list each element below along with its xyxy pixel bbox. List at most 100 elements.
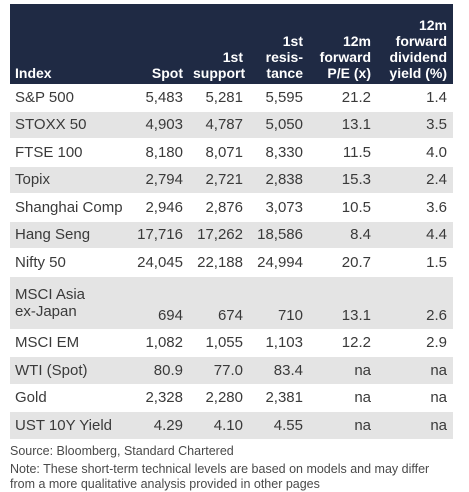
cell-support: 4.10: [189, 411, 249, 440]
cell-spot: 5,483: [130, 84, 189, 112]
cell-line: MSCI Asia: [15, 285, 86, 303]
cell-dividend: 2.4: [377, 166, 453, 194]
index-levels-table-block: Index Spot 1st support 1st resis-tance 12m…: [10, 4, 453, 492]
table-row: FTSE 100 8,180 8,071 8,330 11.5 4.0: [10, 138, 453, 167]
table-row: Gold 2,328 2,280 2,381 na na: [10, 384, 453, 412]
cell-support: 4,787: [189, 111, 249, 139]
table-body: S&P 500 5,483 5,281 5,595 21.2 1.4 STOXX 50 4,9…: [10, 84, 453, 440]
cell-index: Hang Seng: [10, 221, 130, 249]
cell-dividend: 3.6: [377, 193, 453, 222]
header-line: forward: [319, 49, 371, 65]
disclaimer-note: Note: These short-term technical levels …: [10, 461, 430, 491]
header-line: 1st: [282, 33, 303, 49]
table-row: MSCI EM 1,082 1,055 1,103 12.2 2.9: [10, 329, 453, 357]
cell-support: 8,071: [189, 138, 249, 167]
header-line: tance: [266, 65, 303, 81]
header-pe: 12m forward P/E (x): [309, 4, 377, 84]
source-note: Source: Bloomberg, Standard Chartered: [10, 443, 234, 458]
cell-index: FTSE 100: [10, 138, 130, 167]
header-support: 1st support: [189, 4, 249, 84]
cell-spot: 80.9: [130, 356, 189, 385]
cell-index: Gold: [10, 384, 130, 412]
cell-dividend: 1.4: [377, 84, 453, 112]
cell-dividend: 3.5: [377, 111, 453, 139]
cell-pe: 21.2: [309, 84, 377, 112]
table-row: WTI (Spot) 80.9 77.0 83.4 na na: [10, 356, 453, 385]
cell-spot: 24,045: [130, 248, 189, 277]
cell-pe: 8.4: [309, 221, 377, 249]
cell-resistance: 4.55: [249, 411, 309, 440]
table-row: STOXX 50 4,903 4,787 5,050 13.1 3.5: [10, 111, 453, 139]
header-line: yield (%): [389, 65, 447, 81]
header-line: Index: [15, 65, 52, 81]
cell-line: ex-Japan: [15, 302, 77, 320]
cell-resistance: 1,103: [249, 329, 309, 357]
cell-spot: 4,903: [130, 111, 189, 139]
cell-index: Topix: [10, 166, 130, 194]
cell-dividend: 4.0: [377, 138, 453, 167]
cell-spot: 1,082: [130, 329, 189, 357]
cell-index: UST 10Y Yield: [10, 411, 130, 440]
cell-resistance: 83.4: [249, 356, 309, 385]
cell-resistance: 24,994: [249, 248, 309, 277]
cell-pe: 11.5: [309, 138, 377, 167]
cell-dividend: 2.9: [377, 329, 453, 357]
header-line: resis-: [265, 49, 303, 65]
table-row: Nifty 50 24,045 22,188 24,994 20.7 1.5: [10, 248, 453, 277]
cell-pe: 13.1: [309, 111, 377, 139]
table-header-row: Index Spot 1st support 1st resis-tance 12m…: [10, 4, 453, 84]
table-row: MSCI Asia ex-Japan 694 674 710 13.1 2.6: [10, 276, 453, 330]
cell-pe: 12.2: [309, 329, 377, 357]
header-spot: Spot: [130, 4, 189, 84]
table-row: Shanghai Comp 2,946 2,876 3,073 10.5 3.6: [10, 193, 453, 222]
header-line: 1st: [222, 49, 243, 65]
cell-resistance: 18,586: [249, 221, 309, 249]
cell-pe: na: [309, 356, 377, 385]
cell-pe: 10.5: [309, 193, 377, 222]
cell-dividend: 4.4: [377, 221, 453, 249]
cell-pe: 13.1: [309, 276, 377, 330]
cell-resistance: 2,838: [249, 166, 309, 194]
cell-spot: 2,946: [130, 193, 189, 222]
cell-index: S&P 500: [10, 84, 130, 112]
cell-index: MSCI Asia ex-Japan: [10, 276, 130, 330]
cell-support: 77.0: [189, 356, 249, 385]
cell-index: Nifty 50: [10, 248, 130, 277]
header-line: support: [193, 65, 246, 81]
header-dividend-yield: 12m forward dividend yield (%): [377, 4, 453, 84]
header-line: 12m: [342, 33, 371, 49]
table-row: Hang Seng 17,716 17,262 18,586 8.4 4.4: [10, 221, 453, 249]
cell-resistance: 710: [249, 276, 309, 330]
cell-spot: 694: [130, 276, 189, 330]
cell-dividend: na: [377, 411, 453, 440]
cell-pe: 20.7: [309, 248, 377, 277]
header-line: 12m: [418, 17, 447, 33]
cell-resistance: 8,330: [249, 138, 309, 167]
header-index: Index: [10, 4, 130, 84]
cell-spot: 8,180: [130, 138, 189, 167]
cell-dividend: na: [377, 356, 453, 385]
cell-spot: 2,328: [130, 384, 189, 412]
cell-support: 2,280: [189, 384, 249, 412]
header-line: Spot: [151, 65, 183, 81]
cell-pe: na: [309, 384, 377, 412]
cell-support: 674: [189, 276, 249, 330]
table-row: UST 10Y Yield 4.29 4.10 4.55 na na: [10, 411, 453, 440]
cell-support: 2,876: [189, 193, 249, 222]
cell-spot: 4.29: [130, 411, 189, 440]
cell-index: WTI (Spot): [10, 356, 130, 385]
cell-pe: na: [309, 411, 377, 440]
cell-resistance: 5,050: [249, 111, 309, 139]
cell-dividend: 2.6: [377, 276, 453, 330]
header-line: forward: [395, 33, 447, 49]
cell-index: Shanghai Comp: [10, 193, 130, 222]
header-resistance: 1st resis-tance: [249, 4, 309, 84]
cell-resistance: 3,073: [249, 193, 309, 222]
cell-support: 17,262: [189, 221, 249, 249]
cell-index: STOXX 50: [10, 111, 130, 139]
cell-support: 2,721: [189, 166, 249, 194]
table-row: S&P 500 5,483 5,281 5,595 21.2 1.4: [10, 84, 453, 112]
cell-pe: 15.3: [309, 166, 377, 194]
table-row: Topix 2,794 2,721 2,838 15.3 2.4: [10, 166, 453, 194]
cell-dividend: 1.5: [377, 248, 453, 277]
